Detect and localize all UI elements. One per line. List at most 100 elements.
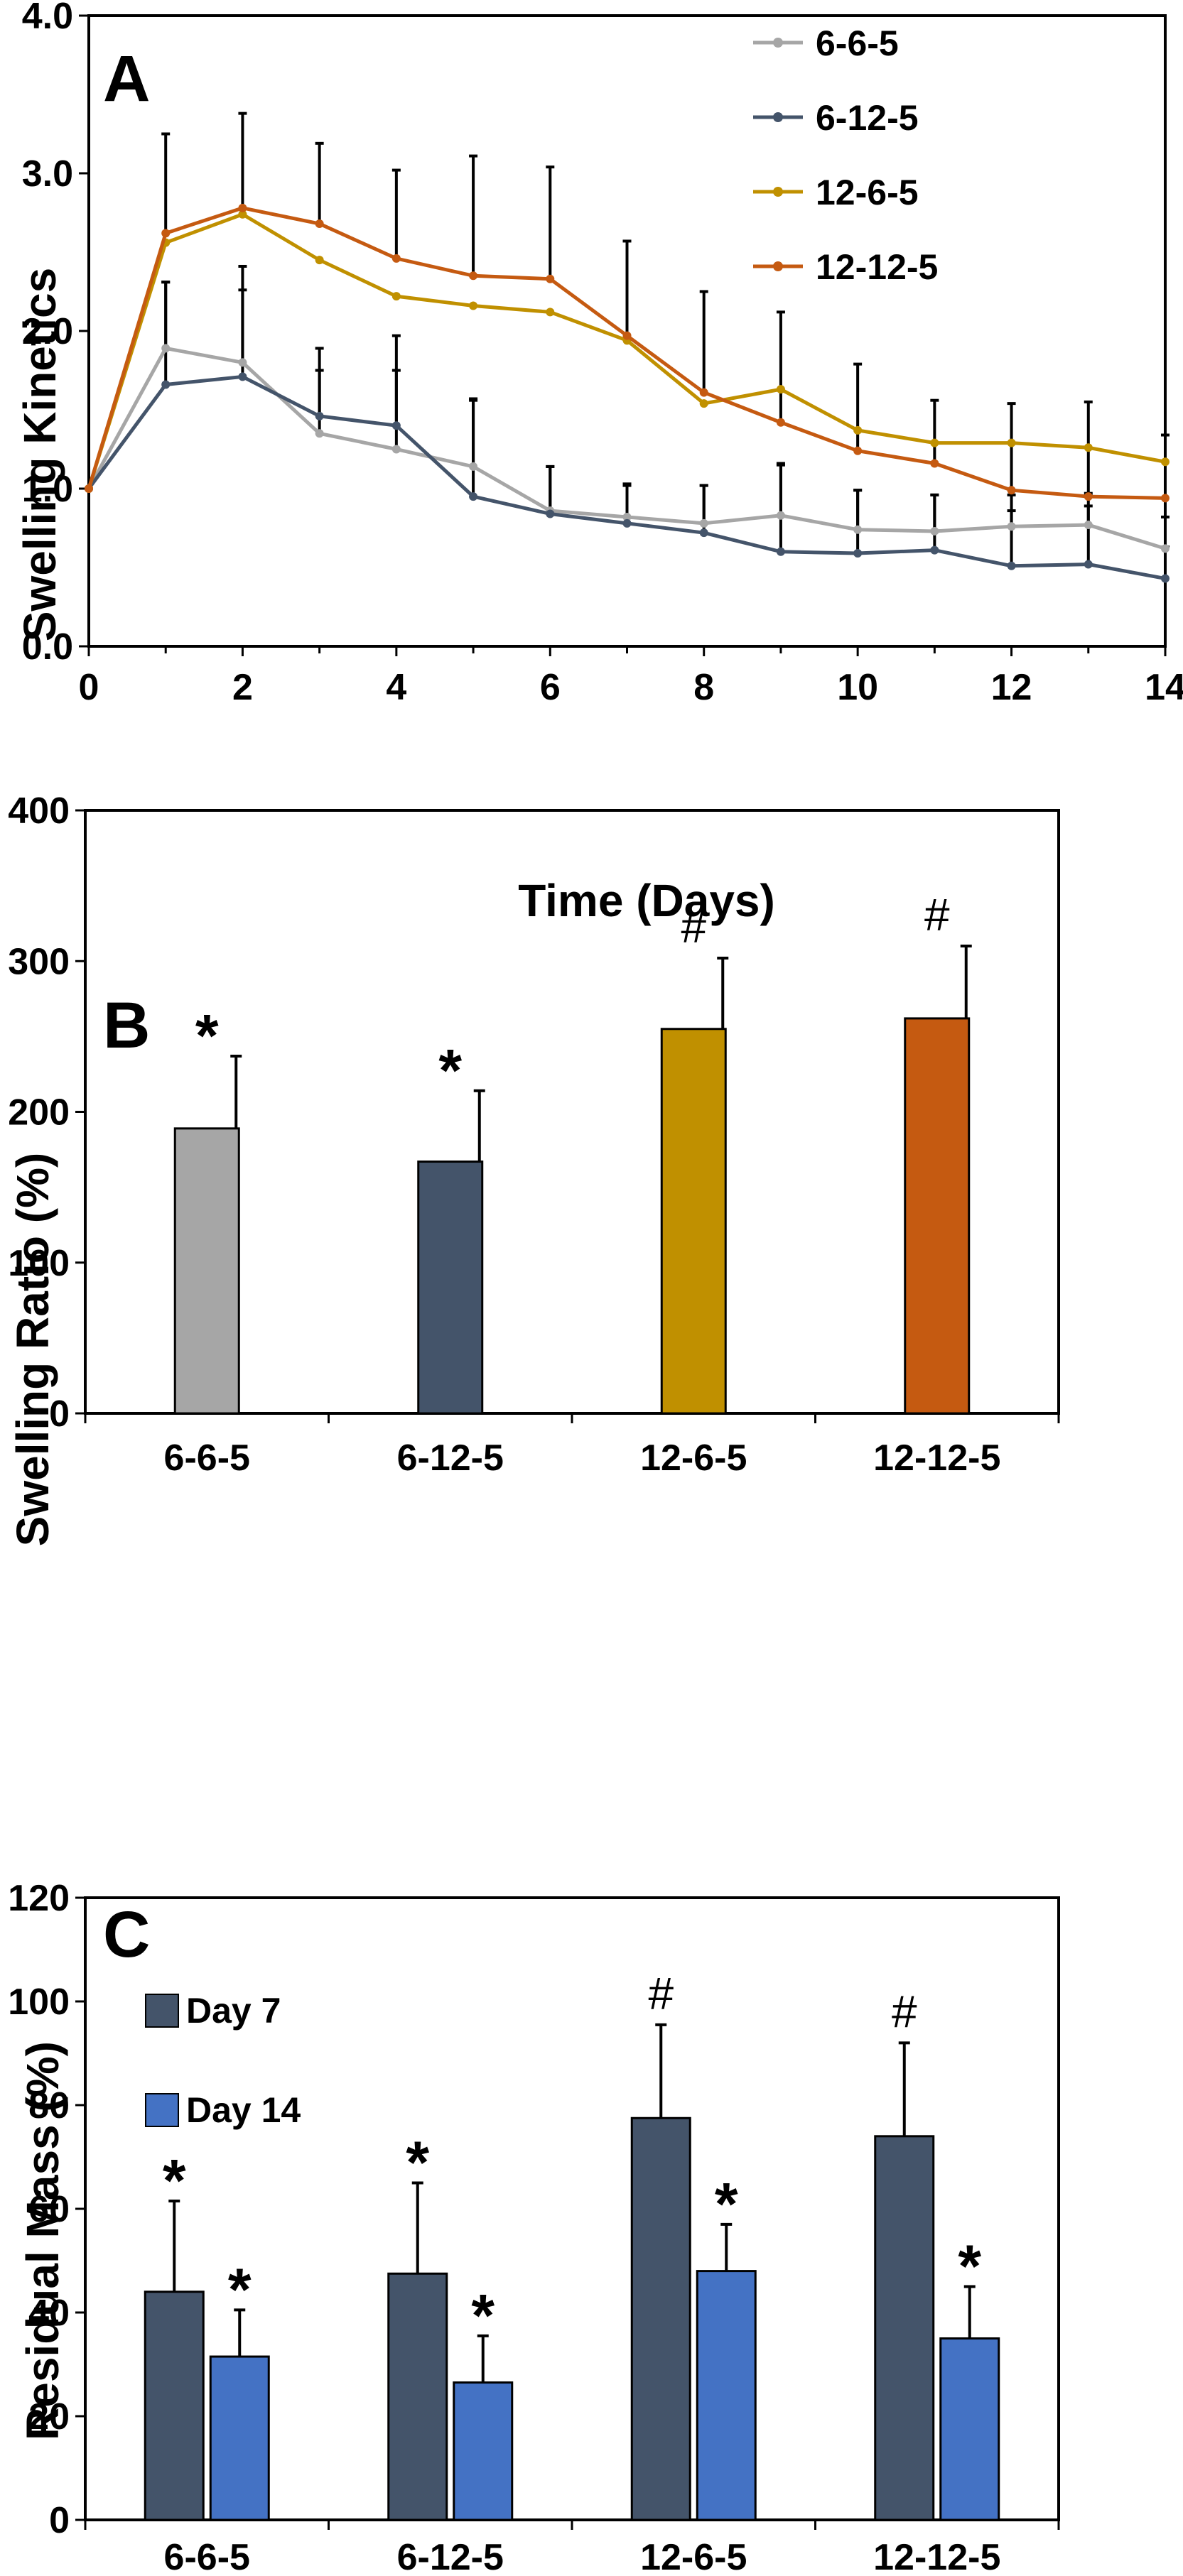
panel-a-line-chart: A 0.0 1.0 2.0 3.0 4.0 0 2 4 6 8 10 12 14 6-6-5 6-12-5… <box>14 0 1183 926</box>
panel-a-point-6-6-5 <box>853 525 863 534</box>
panel-c-ytick-label: 20 <box>28 2396 70 2438</box>
panel-a-point-12-12-5 <box>315 219 324 229</box>
panel-a-point-12-6-5 <box>1161 457 1170 467</box>
panel-c-letter: C <box>103 1898 150 1971</box>
panel-b-bar-12-12-5 <box>904 1017 971 1415</box>
panel-a-legend-marker <box>773 38 783 48</box>
panel-b-bar-6-6-5 <box>173 1127 240 1415</box>
panel-b-significance-mark: * <box>438 1037 462 1104</box>
panel-a-point-6-6-5 <box>622 512 632 521</box>
panel-b-ytick-label: 100 <box>8 1243 70 1284</box>
panel-b-ytick-label: 300 <box>8 941 70 982</box>
panel-c-category-label: 6-12-5 <box>397 2537 504 2576</box>
panel-a-point-12-12-5 <box>161 229 171 238</box>
panel-b-category-label: 12-6-5 <box>640 1438 747 1479</box>
panel-a-point-6-12-5 <box>699 528 708 538</box>
panel-a-point-12-6-5 <box>930 438 939 447</box>
panel-a-point-6-6-5 <box>391 445 401 454</box>
panel-a-ytick-label: 0.0 <box>22 626 73 668</box>
panel-a-point-12-6-5 <box>315 256 324 265</box>
panel-c-bar-day-7 <box>630 2116 691 2521</box>
panel-a-point-6-6-5 <box>469 462 478 471</box>
panel-b-significance-mark: # <box>681 901 706 952</box>
panel-b-category-label: 12-12-5 <box>873 1438 1000 1479</box>
panel-a-point-12-12-5 <box>85 484 93 493</box>
panel-a-legend-marker <box>773 187 783 197</box>
panel-a-point-12-12-5 <box>391 254 401 263</box>
panel-b-category-label: 6-6-5 <box>164 1438 250 1479</box>
panel-a-point-6-12-5 <box>161 380 171 389</box>
panel-b-letter: B <box>103 989 150 1062</box>
panel-a-point-12-12-5 <box>546 274 555 283</box>
panel-c-bar-day-14 <box>939 2337 1000 2521</box>
panel-a-xtick-label: 14 <box>1145 667 1183 708</box>
panel-c-bar-chart: C 0 20 40 60 80 100 120 * * 6-6-5 * * 6-12-5 # * 12-6-… <box>8 1878 1060 2576</box>
panel-a-series-line-6-12-5 <box>87 374 1166 580</box>
panel-c-legend-swatch <box>145 1994 179 2028</box>
panel-b-ytick-label: 0 <box>49 1393 70 1435</box>
panel-c-significance-mark: # <box>892 1986 917 2037</box>
panel-c-bar-day-7 <box>874 2135 935 2521</box>
panel-a-point-12-12-5 <box>622 331 632 340</box>
panel-a-point-12-12-5 <box>1007 486 1016 495</box>
panel-a-point-12-12-5 <box>238 203 247 212</box>
panel-a-point-6-6-5 <box>238 358 247 367</box>
panel-a-point-12-6-5 <box>699 399 708 408</box>
panel-c-bar-day-14 <box>453 2381 514 2521</box>
panel-c-significance-mark: * <box>715 2170 738 2237</box>
panel-c-legend: Day 7 Day 14 <box>145 1991 301 2130</box>
panel-a-point-6-12-5 <box>546 509 555 518</box>
panel-c-significance-mark: * <box>228 2256 252 2322</box>
panel-a-point-12-12-5 <box>1084 492 1093 501</box>
panel-a-point-12-12-5 <box>776 418 785 427</box>
panel-a-point-12-6-5 <box>546 308 555 317</box>
panel-a-legend-label: 12-6-5 <box>816 173 919 212</box>
panel-a-point-12-12-5 <box>699 388 708 397</box>
panel-a-point-12-6-5 <box>1007 438 1016 447</box>
panel-a-point-12-6-5 <box>1084 443 1093 452</box>
panel-a-legend-marker <box>773 261 783 271</box>
panel-c-bar-day-14 <box>696 2270 757 2521</box>
panel-c-legend-swatch <box>145 2093 179 2127</box>
panel-a-point-6-6-5 <box>315 429 324 438</box>
panel-b-axes: 0 100 200 300 400 <box>8 790 1060 1435</box>
panel-a-point-12-12-5 <box>469 271 478 281</box>
panel-c-ytick-label: 40 <box>28 2293 70 2334</box>
panel-a-xtick-label: 2 <box>232 667 253 708</box>
panel-a-point-6-12-5 <box>391 421 401 430</box>
panel-c-category-label: 6-6-5 <box>164 2537 250 2576</box>
panel-a-legend-label: 6-6-5 <box>816 23 899 63</box>
panel-c-ytick-label: 80 <box>28 2085 70 2126</box>
panel-c-ytick-label: 120 <box>8 1878 70 1919</box>
panel-a-legend-label: 12-12-5 <box>816 247 938 287</box>
panel-a-xtick-label: 10 <box>837 667 878 708</box>
panel-a-point-12-12-5 <box>853 446 863 455</box>
panel-a-point-6-6-5 <box>930 526 939 536</box>
panel-c-significance-mark: * <box>471 2282 495 2349</box>
panel-a-point-6-12-5 <box>776 547 785 556</box>
panel-a-point-6-6-5 <box>1084 521 1093 530</box>
panel-a-xtick-label: 8 <box>693 667 714 708</box>
panel-c-category-label: 12-6-5 <box>640 2537 747 2576</box>
panel-a-xlabel: Time (Days) <box>518 875 775 926</box>
panel-a-point-6-12-5 <box>469 492 478 501</box>
panel-b-significance-mark: * <box>195 1002 219 1069</box>
panel-a-letter: A <box>103 43 150 115</box>
panel-c-significance-mark: * <box>958 2233 981 2300</box>
panel-c-significance-mark: * <box>406 2129 429 2196</box>
panel-c-ylabel: Residual Mass (%) <box>17 2041 68 2440</box>
panel-a-point-6-6-5 <box>1007 522 1016 531</box>
panel-a-ytick-label: 3.0 <box>22 153 73 195</box>
panel-a-point-6-12-5 <box>930 545 939 555</box>
panel-c-legend-label: Day 14 <box>186 2090 301 2130</box>
panel-a-xtick-label: 4 <box>386 667 406 708</box>
panel-c-bars: * * 6-6-5 * * 6-12-5 # * 12-6-5 # * 12-12-5 <box>144 1968 1000 2576</box>
panel-b-category-label: 6-12-5 <box>397 1438 504 1479</box>
panel-c-significance-mark: # <box>648 1968 674 2019</box>
panel-a-point-6-6-5 <box>699 518 708 528</box>
panel-b-bar-12-6-5 <box>660 1028 727 1415</box>
panel-a-point-6-6-5 <box>161 344 171 353</box>
panel-b-bar-6-12-5 <box>417 1161 484 1415</box>
panel-b-ytick-label: 200 <box>8 1092 70 1134</box>
